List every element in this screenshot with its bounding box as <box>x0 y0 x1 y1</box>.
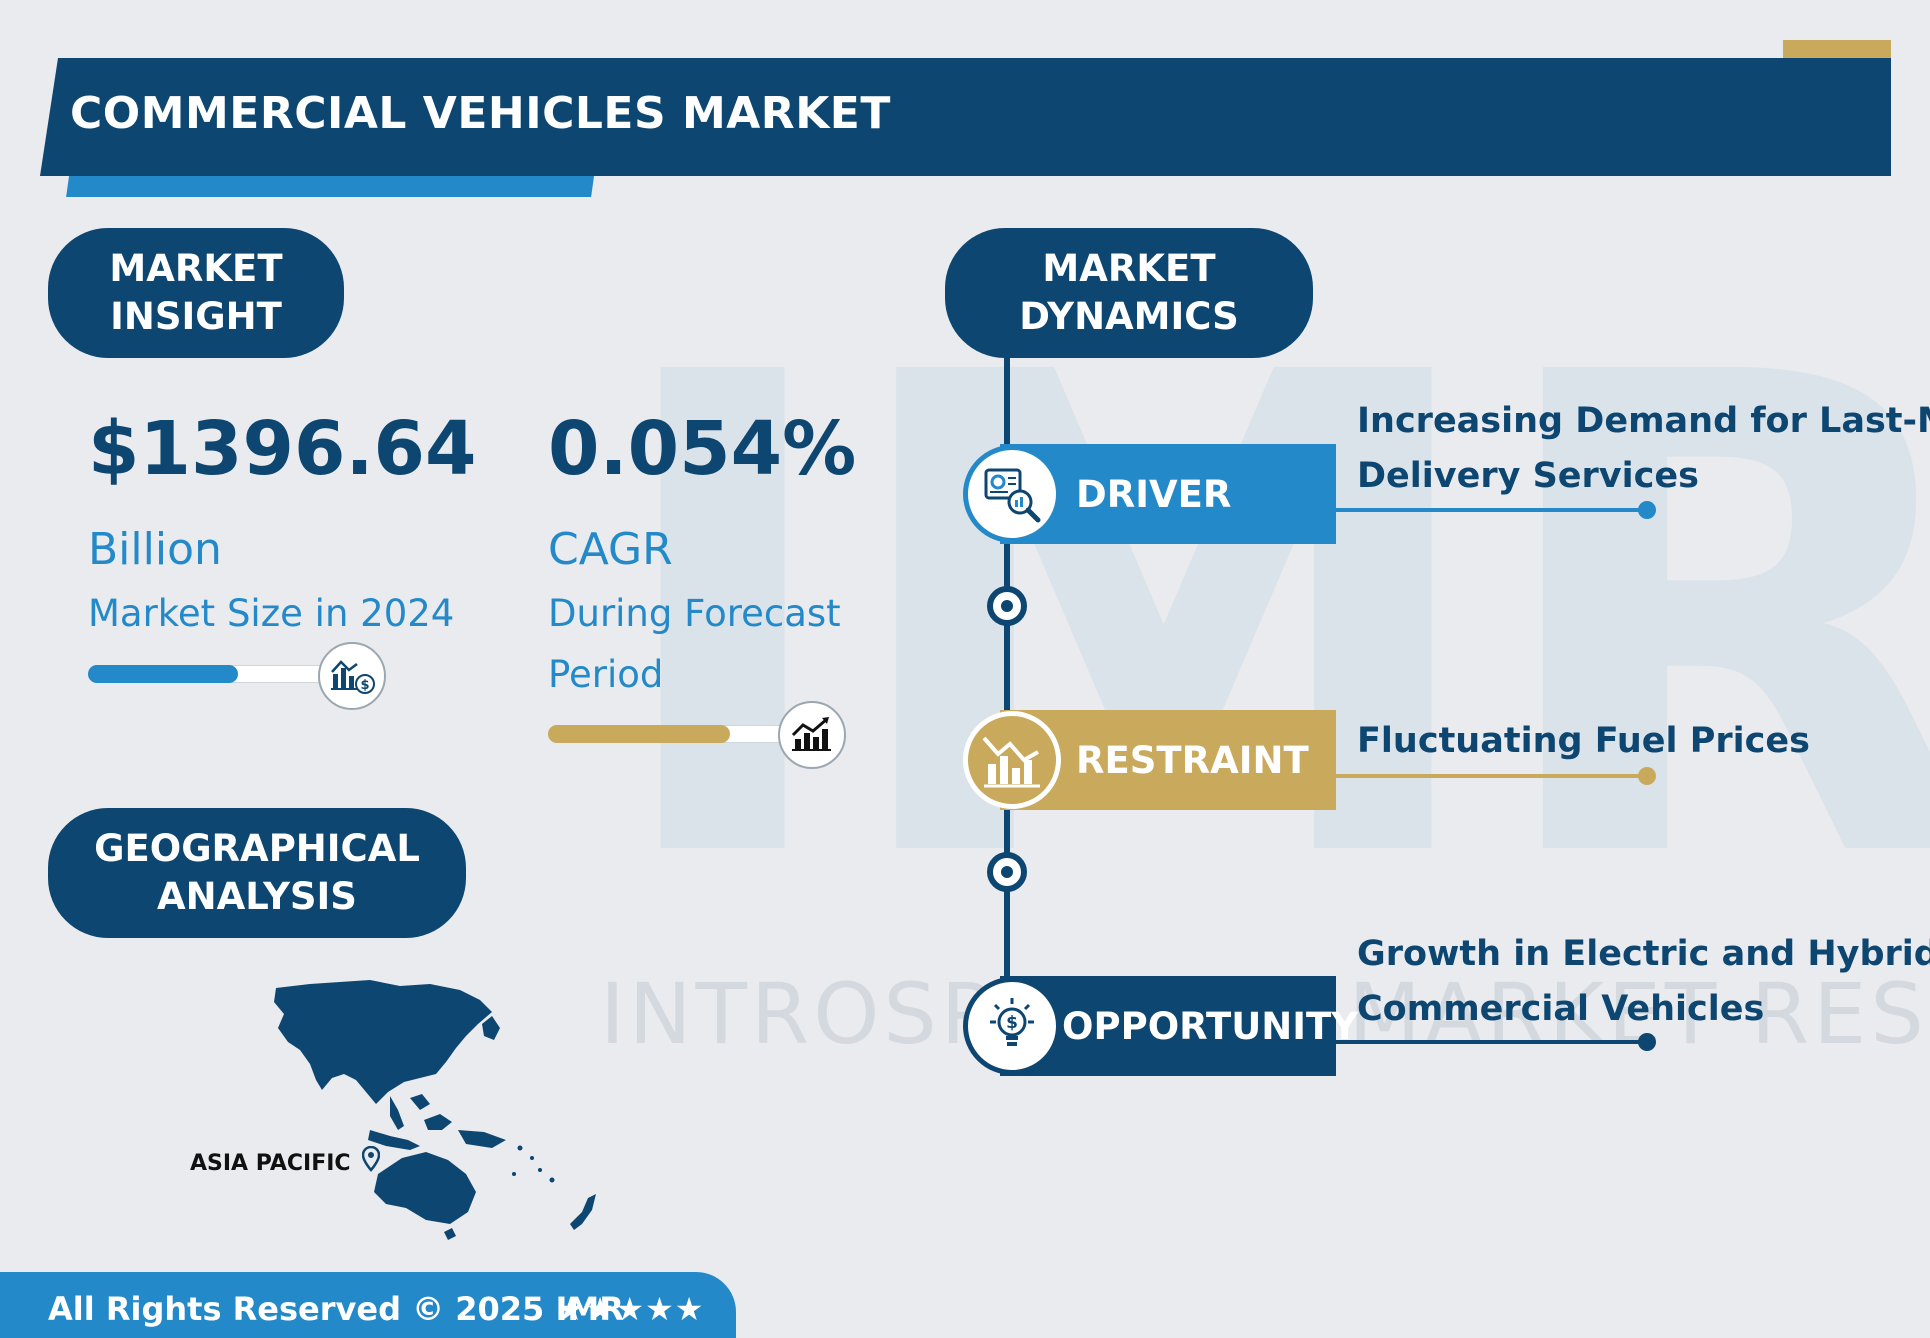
cagr-caption-line1: During Forecast <box>548 592 841 635</box>
restraint-label: RESTRAINT <box>1076 738 1309 782</box>
market-insight-line2: INSIGHT <box>110 295 282 338</box>
geographical-analysis-pill: GEOGRAPHICAL ANALYSIS <box>48 808 466 938</box>
opportunity-label: OPPORTUNITY <box>1062 1004 1359 1048</box>
connector-dot <box>987 852 1027 892</box>
growth-chart-icon <box>778 701 846 769</box>
cagr-value: 0.054% <box>548 406 857 492</box>
geo-line2: ANALYSIS <box>157 875 357 918</box>
footer-bar <box>0 1272 736 1338</box>
region-name: ASIA PACIFIC <box>190 1151 351 1176</box>
chart-dollar-icon: $ <box>318 642 386 710</box>
location-pin-icon <box>361 1145 381 1172</box>
analytics-magnifier-icon <box>963 445 1061 543</box>
driver-text-line1: Increasing Demand for Last-Mile <box>1357 401 1930 441</box>
driver-text: Increasing Demand for Last-Mile Delivery… <box>1357 394 1930 504</box>
svg-text:$: $ <box>1006 1013 1018 1033</box>
market-dynamics-line1: MARKET <box>1042 247 1216 290</box>
idea-dollar-icon: $ <box>963 977 1061 1075</box>
opportunity-text-line1: Growth in Electric and Hybrid <box>1357 934 1930 974</box>
restraint-pointer-line <box>1336 767 1656 785</box>
cagr-progress <box>548 725 788 743</box>
cagr-unit: CAGR <box>548 524 673 575</box>
dynamics-connector-line <box>1004 358 1010 978</box>
market-insight-pill: MARKET INSIGHT <box>48 228 344 358</box>
market-size-caption: Market Size in 2024 <box>88 592 455 635</box>
header-bar <box>40 58 1891 176</box>
footer-copyright: All Rights Reserved © 2025 IMR <box>48 1290 624 1328</box>
svg-text:$: $ <box>360 678 369 693</box>
cagr-caption-line2: Period <box>548 653 664 696</box>
header-gold-accent <box>1783 40 1891 60</box>
region-label: ASIA PACIFIC <box>190 1145 381 1176</box>
cagr-progress-fill <box>548 725 731 743</box>
rating-stars: ★★★★★ <box>556 1290 705 1328</box>
driver-pointer-line <box>1336 501 1656 519</box>
restraint-text-line1: Fluctuating Fuel Prices <box>1357 721 1810 761</box>
market-size-value: $1396.64 <box>88 406 477 492</box>
driver-text-line2: Delivery Services <box>1357 456 1699 496</box>
market-dynamics-line2: DYNAMICS <box>1019 295 1239 338</box>
market-size-progress <box>88 665 338 683</box>
market-size-unit: Billion <box>88 524 222 575</box>
declining-chart-icon <box>963 711 1061 809</box>
connector-dot <box>987 586 1027 626</box>
opportunity-text-line2: Commercial Vehicles <box>1357 989 1765 1029</box>
watermark-letters: IMR <box>600 235 1930 1004</box>
restraint-text: Fluctuating Fuel Prices <box>1357 714 1810 769</box>
opportunity-text: Growth in Electric and Hybrid Commercial… <box>1357 927 1930 1037</box>
page-title: COMMERCIAL VEHICLES MARKET <box>70 88 891 139</box>
market-size-progress-fill <box>88 665 238 683</box>
driver-label: DRIVER <box>1076 472 1232 516</box>
market-insight-line1: MARKET <box>109 247 283 290</box>
geo-line1: GEOGRAPHICAL <box>94 827 420 870</box>
asia-pacific-map <box>274 980 596 1240</box>
market-dynamics-pill: MARKET DYNAMICS <box>945 228 1313 358</box>
opportunity-pointer-line <box>1336 1033 1656 1051</box>
